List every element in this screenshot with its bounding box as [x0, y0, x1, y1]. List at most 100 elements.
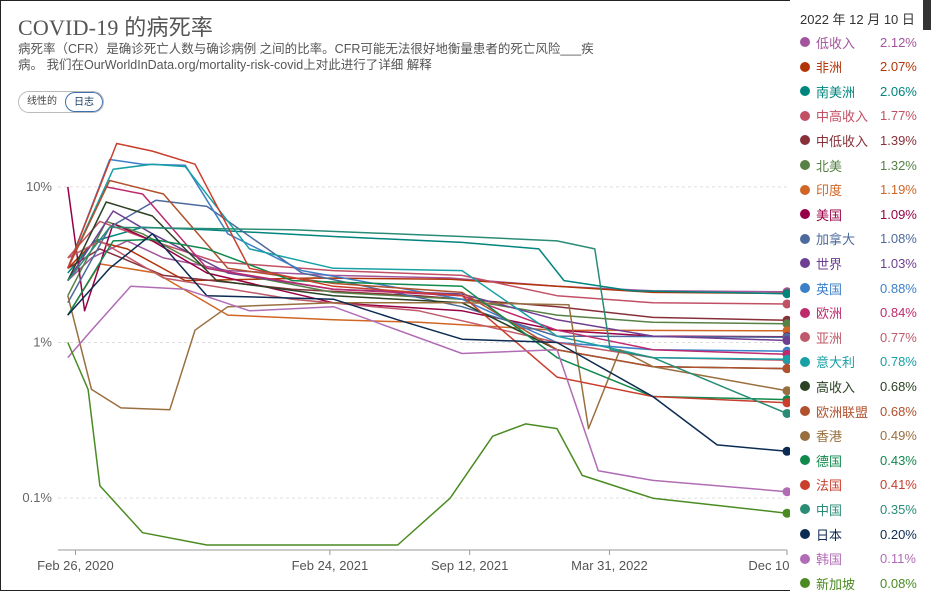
legend-series-value: 1.32%: [880, 157, 917, 173]
series-end-dot: [782, 299, 790, 309]
series-line: [67, 238, 788, 401]
legend-date: 2022 年 12 月 10 日: [800, 12, 915, 27]
legend-series-value: 0.35%: [880, 501, 917, 517]
legend-item[interactable]: 高收入 0.68%: [800, 376, 917, 396]
legend-item[interactable]: 香港 0.49%: [800, 426, 917, 446]
series-end-dot: [782, 508, 790, 518]
legend-series-value: 2.07%: [880, 59, 917, 75]
legend-series-name: 英国: [816, 281, 843, 297]
legend-series-name: 德国: [816, 453, 843, 469]
series-end-dot: [782, 446, 790, 456]
legend-item[interactable]: 印度 1.19%: [800, 180, 917, 200]
legend-series-name: 日本: [816, 527, 843, 543]
legend-series-value: 2.06%: [880, 83, 917, 99]
legend-dot: [800, 233, 810, 244]
legend-item[interactable]: 中国 0.35%: [800, 499, 917, 519]
legend-series-value: 0.88%: [880, 280, 917, 296]
series-line: [67, 248, 788, 322]
legend-item[interactable]: 非洲 2.07%: [800, 57, 917, 77]
legend-item[interactable]: 世界 1.03%: [800, 253, 917, 273]
y-tick-label: 10%: [26, 179, 52, 194]
y-tick-label: 1%: [33, 335, 52, 350]
legend-dot: [800, 455, 810, 466]
legend-series-value: 1.03%: [880, 255, 917, 271]
legend-series-name: 非洲: [816, 60, 843, 76]
series-end-dot: [782, 398, 790, 408]
x-tick-label: Feb 26, 2020: [37, 558, 114, 573]
legend-item[interactable]: 英国 0.88%: [800, 278, 917, 298]
series-line: [67, 179, 788, 370]
legend-item[interactable]: 意大利 0.78%: [800, 352, 917, 372]
legend-item[interactable]: 韩国 0.11%: [800, 549, 916, 569]
legend-item[interactable]: 北美 1.32%: [800, 155, 917, 175]
legend-series-name: 印度: [816, 183, 843, 199]
series-line: [67, 186, 788, 338]
legend-dot: [800, 110, 810, 121]
x-tick-label: Feb 24, 2021: [292, 558, 369, 573]
legend-dot: [800, 209, 810, 220]
legend-series-name: 北美: [816, 158, 843, 174]
x-tick-label: Dec 10, 2022: [748, 558, 790, 573]
legend-item[interactable]: 亚洲 0.77%: [800, 327, 917, 347]
legend-dot: [800, 381, 810, 392]
legend-item[interactable]: 美国 1.09%: [800, 204, 917, 224]
legend-dot: [800, 479, 810, 490]
legend-series-name: 加拿大: [816, 232, 856, 248]
series-line: [67, 295, 788, 430]
legend-dot: [800, 86, 810, 97]
legend-item[interactable]: 中低收入 1.39%: [800, 130, 917, 150]
series-line: [67, 186, 788, 356]
legend-series-value: 0.68%: [880, 378, 917, 394]
legend-series-value: 0.77%: [880, 329, 917, 345]
series-end-dot: [782, 364, 790, 374]
legend-item[interactable]: 法国 0.41%: [800, 475, 917, 495]
legend-dot: [800, 430, 810, 441]
legend-dot: [800, 258, 810, 269]
legend-series-name: 高收入: [816, 379, 856, 395]
legend-item[interactable]: 欧洲联盟 0.68%: [800, 401, 917, 421]
series-end-dot: [782, 354, 790, 364]
legend-dot: [800, 578, 810, 589]
legend-item[interactable]: 加拿大 1.08%: [800, 229, 917, 249]
legend-dot: [800, 406, 810, 416]
series-end-dot: [782, 487, 790, 497]
legend-series-value: 0.11%: [880, 551, 916, 567]
legend-item[interactable]: 南美洲 2.06%: [800, 81, 917, 101]
legend-series-name: 低收入: [816, 35, 856, 51]
series-end-dot: [782, 408, 790, 418]
series-line: [67, 233, 788, 453]
series-line: [67, 342, 788, 546]
legend-series-value: 0.84%: [880, 305, 917, 321]
legend-series-name: 中国: [816, 502, 843, 518]
legend-series-name: 新加坡: [816, 576, 856, 592]
legend-dot: [800, 307, 810, 318]
legend-dot: [800, 332, 810, 343]
log-scale-button[interactable]: 日志: [65, 92, 103, 112]
legend-item[interactable]: 德国 0.43%: [800, 450, 917, 470]
legend-item[interactable]: 低收入 2.12%: [800, 32, 917, 52]
legend-series-name: 欧洲: [816, 306, 843, 322]
series-line: [67, 240, 788, 293]
x-tick-label: Sep 12, 2021: [431, 558, 508, 573]
legend-dot: [800, 529, 810, 539]
legend-series-value: 0.20%: [880, 526, 917, 542]
legend-item[interactable]: 欧洲 0.84%: [800, 303, 917, 323]
legend-series-value: 0.41%: [880, 477, 917, 493]
line-chart: 10% 1% 0.1% Feb 26, 2020 Feb 24, 2021 Sep 12,…: [22, 142, 790, 573]
legend: 2022 年 12 月 10 日 低收入 2.12% 非洲 2.07% 南美洲 2.06%…: [790, 0, 931, 593]
scale-toggle: 线性的 日志: [18, 91, 104, 113]
legend-dot: [800, 37, 810, 47]
linear-scale-button[interactable]: 线性的: [27, 96, 57, 107]
x-tick-label: Mar 31, 2022: [571, 558, 648, 573]
legend-item[interactable]: 日本 0.20%: [800, 524, 917, 544]
series-line: [67, 226, 788, 415]
series-end-dot: [782, 386, 790, 396]
legend-series-name: 世界: [816, 256, 843, 272]
chart-title: COVID-19 的病死率: [18, 15, 214, 40]
legend-series-name: 意大利: [816, 355, 856, 371]
legend-dot: [800, 184, 810, 195]
legend-item[interactable]: 中高收入 1.77%: [800, 106, 917, 126]
legend-item[interactable]: 新加坡 0.08%: [800, 573, 917, 593]
series-line: [67, 199, 788, 339]
legend-dot: [800, 135, 810, 146]
